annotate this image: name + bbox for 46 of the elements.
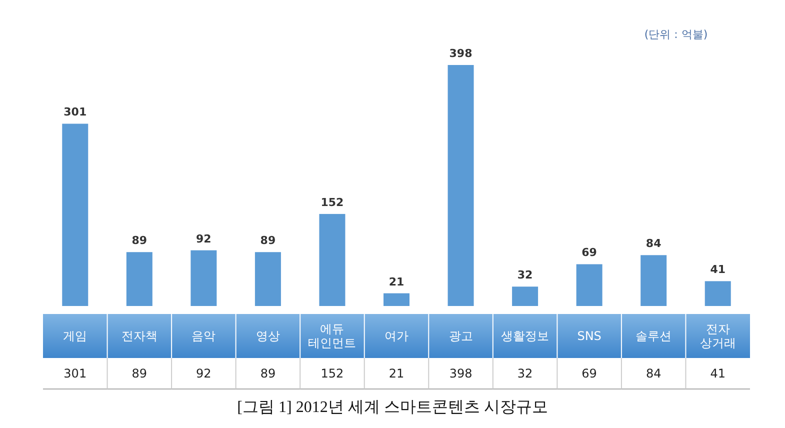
x-tick-label: 음악 bbox=[192, 329, 216, 343]
x-tick-label: 전자 상거래 bbox=[700, 322, 736, 350]
x-tick-label: 여가 bbox=[384, 329, 408, 343]
bar bbox=[704, 281, 731, 306]
bar bbox=[576, 264, 602, 306]
bar bbox=[448, 65, 474, 306]
x-tick-label: 전자책 bbox=[121, 329, 158, 343]
x-tick-label: SNS bbox=[577, 329, 602, 343]
data-label: 89 bbox=[132, 234, 148, 248]
bar bbox=[254, 252, 281, 306]
data-label: 21 bbox=[388, 275, 404, 288]
text: 89 bbox=[132, 366, 148, 380]
data-label: 32 bbox=[517, 268, 533, 282]
data-label: 69 bbox=[582, 246, 597, 260]
data-label: 398 bbox=[449, 47, 472, 60]
bar bbox=[62, 124, 88, 306]
bar bbox=[640, 255, 667, 306]
x-tick-label: 영상 bbox=[256, 329, 280, 343]
bar bbox=[126, 252, 152, 306]
text: 41 bbox=[710, 366, 726, 380]
text: 398 bbox=[449, 366, 472, 380]
bar bbox=[319, 214, 346, 306]
x-tick-label: 게임 bbox=[63, 329, 88, 343]
data-label: 152 bbox=[320, 196, 344, 209]
data-label: 41 bbox=[710, 263, 726, 276]
data-label: 92 bbox=[196, 232, 212, 246]
text: 301 bbox=[64, 366, 87, 380]
data-label: 89 bbox=[260, 234, 276, 248]
x-tick-label: 에듀 테인먼트 bbox=[308, 322, 356, 350]
text: 84 bbox=[646, 366, 662, 380]
bar bbox=[384, 293, 410, 306]
bar bbox=[190, 250, 217, 306]
bar bbox=[512, 286, 538, 306]
text: [그림 1] 2012년 세계 스마트콘텐츠 시장규모 bbox=[237, 399, 548, 416]
text: 89 bbox=[260, 366, 276, 380]
text: 152 bbox=[320, 366, 344, 380]
x-tick-label: 생활정보 bbox=[501, 329, 550, 343]
data-label: 84 bbox=[646, 237, 662, 250]
data-label: 301 bbox=[64, 106, 87, 119]
text: 32 bbox=[517, 366, 533, 380]
text: 92 bbox=[196, 366, 212, 380]
x-tick-label: 광고 bbox=[448, 329, 473, 343]
text: 21 bbox=[388, 366, 404, 380]
x-tick-label: 솔루션 bbox=[636, 329, 672, 343]
text: 69 bbox=[582, 366, 597, 380]
text: (단위 : 억불) bbox=[644, 28, 708, 41]
